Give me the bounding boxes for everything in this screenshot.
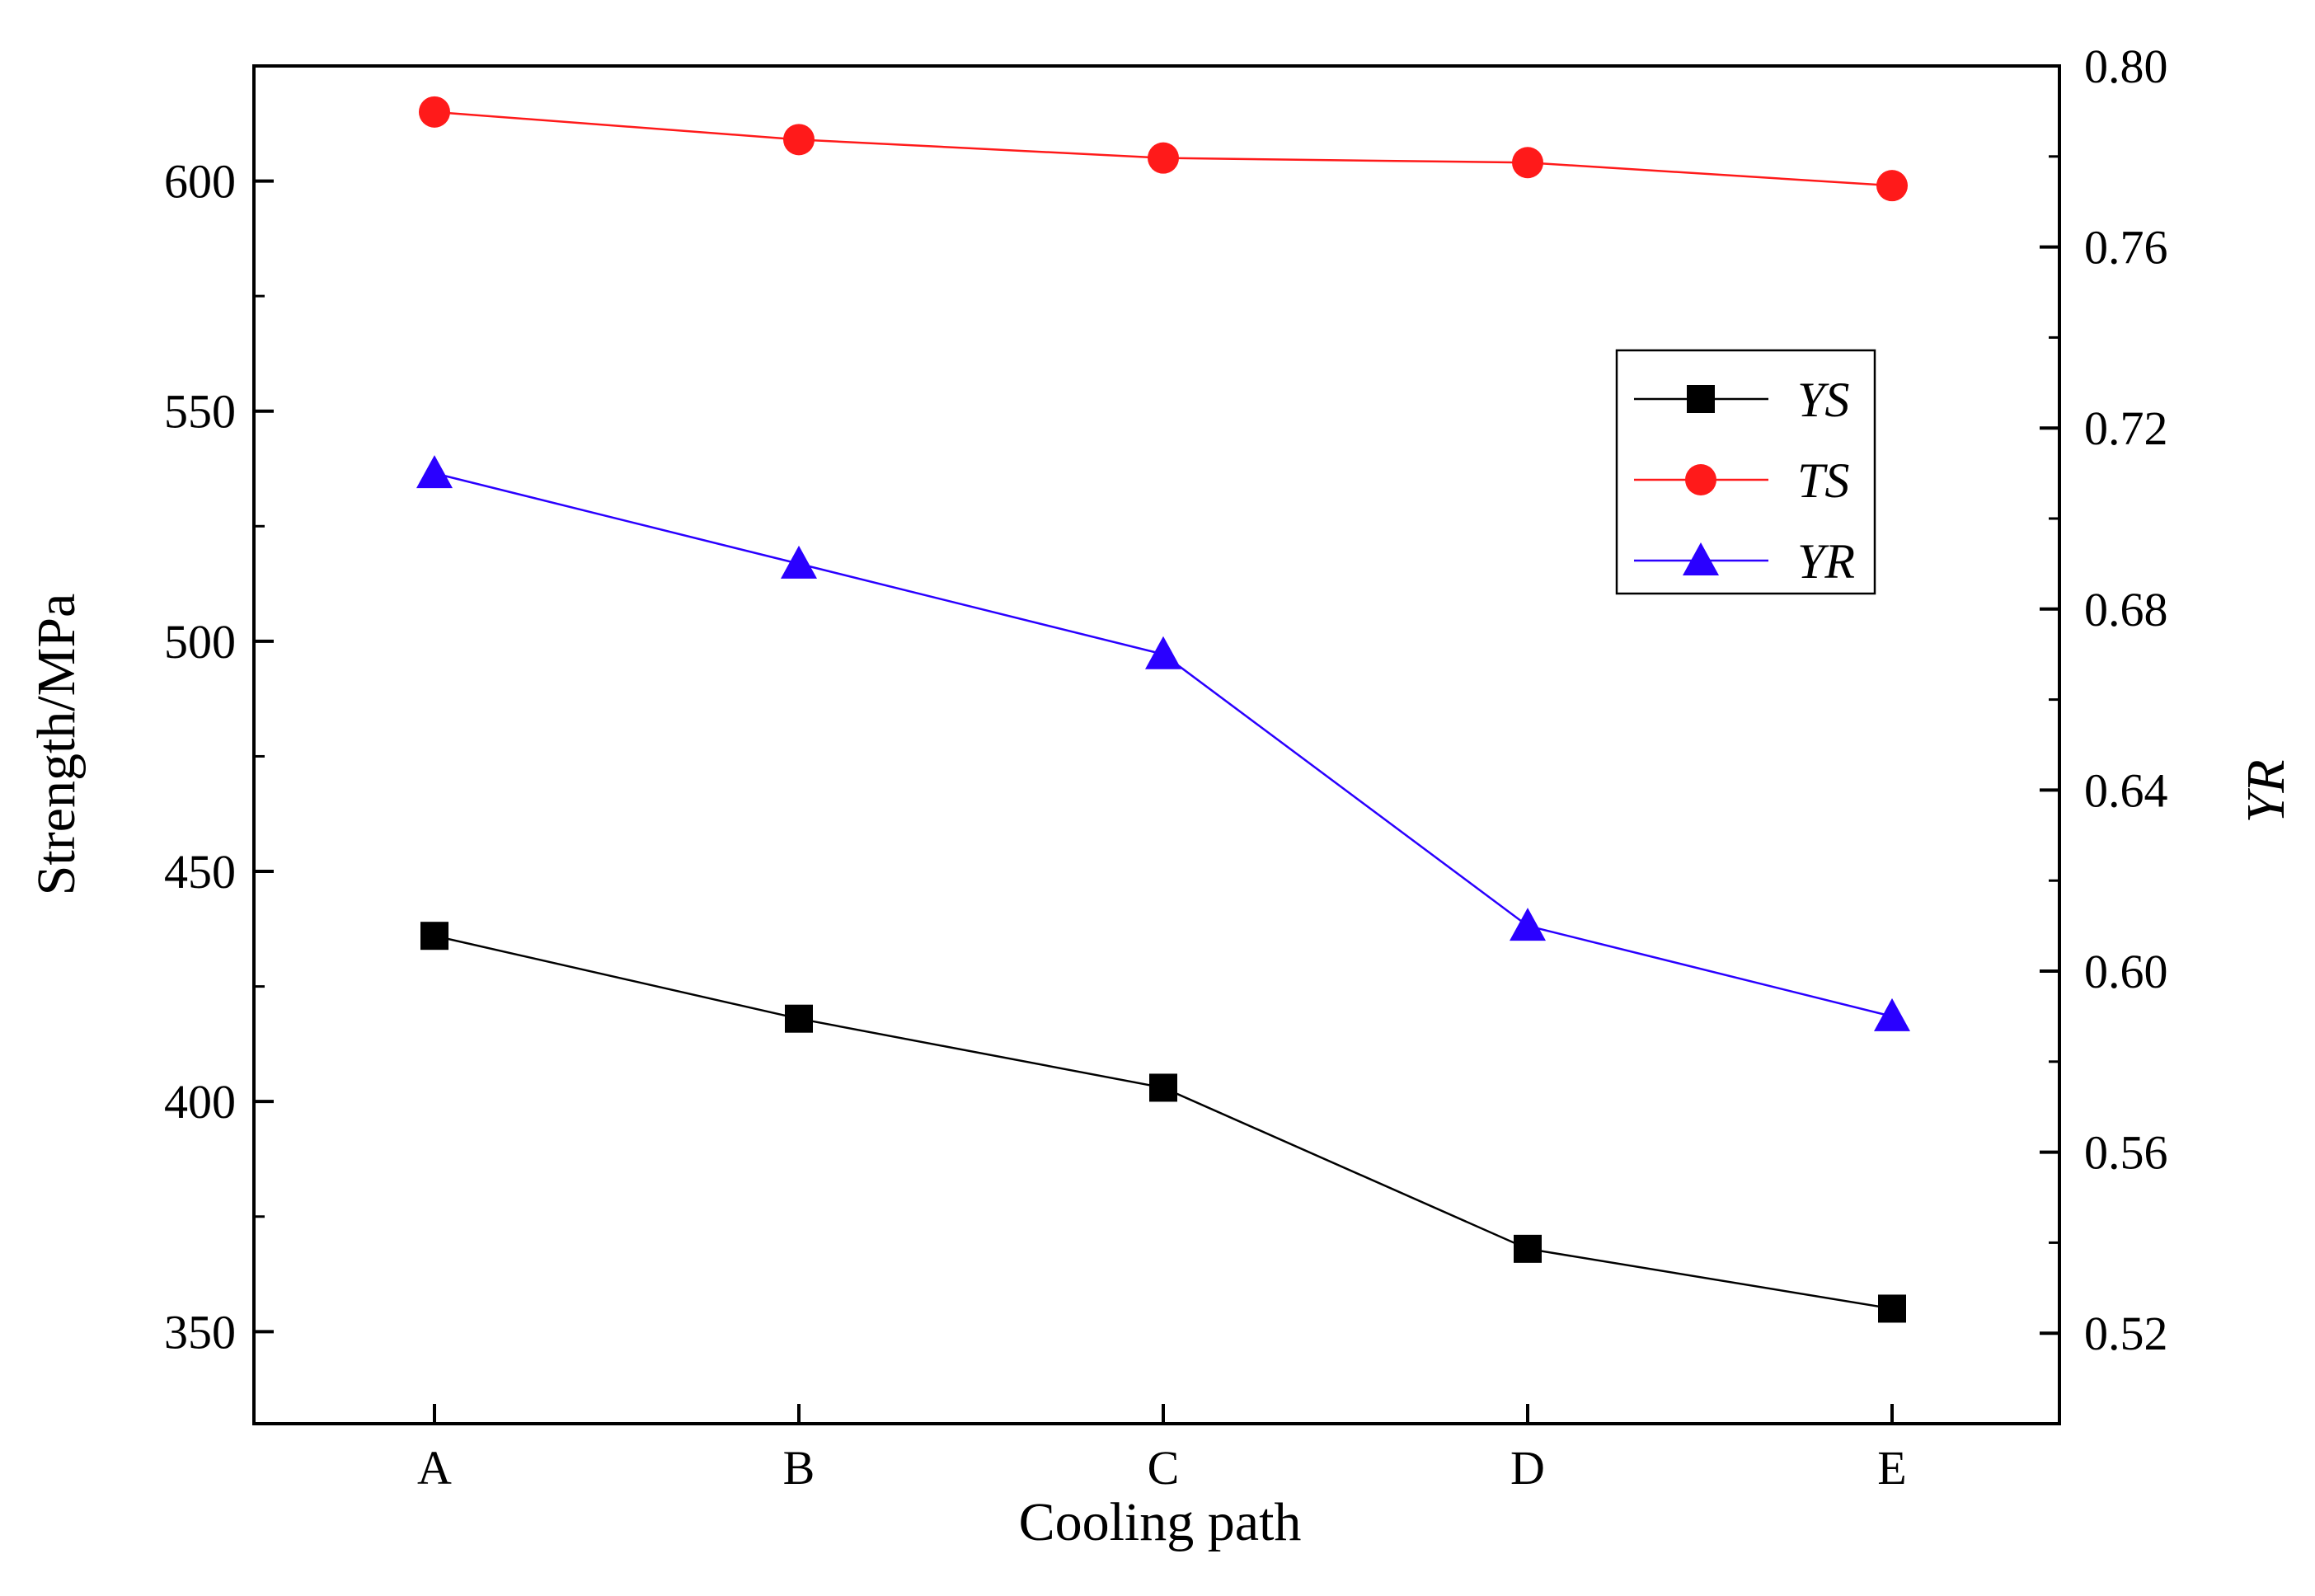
- legend-marker: [1683, 542, 1719, 575]
- data-point-ys: [785, 1004, 813, 1033]
- legend-label: TS: [1797, 453, 1849, 508]
- x-tick-label: D: [1510, 1441, 1545, 1495]
- data-point-ys: [1878, 1294, 1906, 1323]
- y2-tick-label: 0.52: [2084, 1307, 2168, 1360]
- plot-frame: [252, 64, 2061, 1425]
- data-point-yr: [781, 545, 817, 579]
- y2-tick-label: 0.56: [2084, 1126, 2168, 1180]
- y-tick-label: 500: [164, 615, 236, 669]
- bottom-axis-ticks: A B C D E: [417, 1404, 1907, 1495]
- legend-item-ys: YS: [1634, 373, 1849, 427]
- y-tick-label: 450: [164, 845, 236, 899]
- y-tick-label: 600: [164, 155, 236, 209]
- legend-marker: [1685, 464, 1716, 495]
- x-tick-label: E: [1877, 1441, 1906, 1495]
- y-tick-label: 550: [164, 385, 236, 439]
- series-yr: [416, 455, 1910, 1031]
- series-layer: [416, 96, 1910, 1323]
- data-point-ts: [1512, 147, 1543, 179]
- y-axis-title: Strength/MPa: [26, 594, 87, 896]
- legend-item-ts: TS: [1634, 453, 1849, 508]
- data-point-yr: [1510, 908, 1546, 941]
- y-tick-label: 350: [164, 1305, 236, 1359]
- x-axis-title: Cooling path: [1019, 1492, 1302, 1552]
- data-point-ys: [1514, 1234, 1542, 1263]
- y2-tick-label: 0.60: [2084, 945, 2168, 998]
- y2-axis-title: YR: [2236, 759, 2296, 823]
- y2-tick-label: 0.68: [2084, 583, 2168, 636]
- data-point-ts: [1148, 142, 1179, 174]
- data-point-yr: [1874, 998, 1910, 1031]
- data-point-yr: [416, 455, 453, 489]
- y2-tick-label: 0.76: [2084, 221, 2168, 275]
- right-axis-ticks: 0.52 0.56 0.60 0.64 0.68 0.72 0.76 0.80: [2040, 40, 2168, 1360]
- legend-box: [1615, 349, 1876, 595]
- y-tick-label: 400: [164, 1075, 236, 1129]
- data-point-yr: [1145, 636, 1181, 669]
- series-ts: [419, 96, 1908, 202]
- legend-item-yr: YR: [1634, 534, 1855, 589]
- data-point-ts: [1876, 170, 1908, 202]
- legend-label: YR: [1797, 534, 1855, 589]
- x-tick-label: A: [417, 1441, 452, 1495]
- y2-tick-label: 0.80: [2084, 40, 2168, 93]
- legend: YS TS YR: [1615, 349, 1876, 595]
- legend-label: YS: [1797, 373, 1849, 427]
- left-axis-ticks: 350 400 450 500 550 600: [164, 155, 274, 1359]
- data-point-ys: [1149, 1073, 1177, 1102]
- y2-tick-label: 0.64: [2084, 763, 2168, 817]
- x-tick-label: B: [783, 1441, 815, 1495]
- data-point-ts: [419, 96, 450, 128]
- legend-marker: [1687, 385, 1715, 413]
- data-point-ys: [420, 922, 448, 951]
- y2-tick-label: 0.72: [2084, 401, 2168, 455]
- data-point-ts: [783, 124, 815, 156]
- x-tick-label: C: [1148, 1441, 1180, 1495]
- series-ys: [420, 922, 1906, 1323]
